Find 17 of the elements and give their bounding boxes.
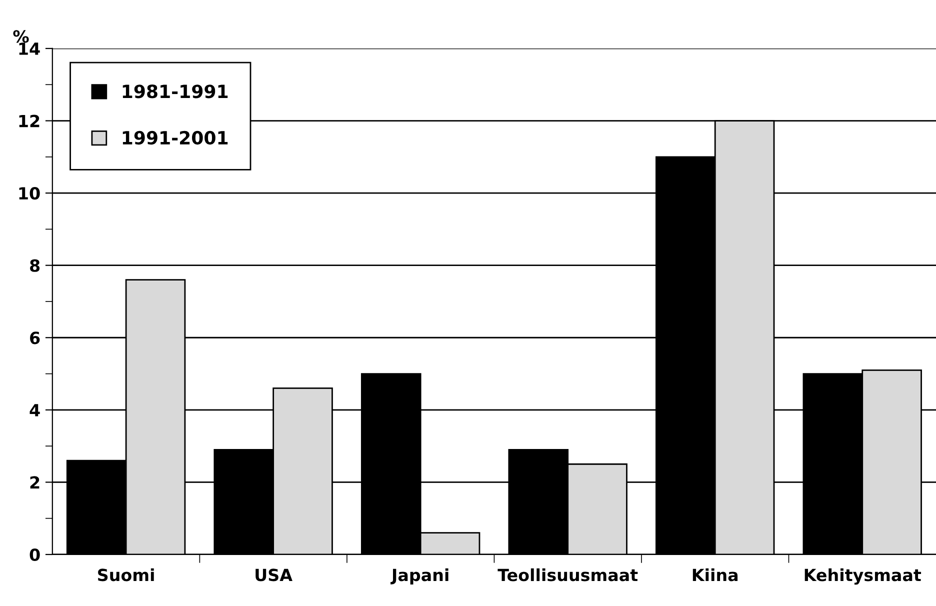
y-tick-label: 0 [30,548,40,562]
y-tick-label: 10 [19,187,40,200]
y-tick-label: 8 [30,259,40,272]
y-tick-label: 14 [19,42,40,55]
y-tick-label: 4 [30,404,40,416]
legend-label: 1991-2001 [122,130,228,145]
y-axis-title: % [13,30,29,43]
y-tick-label: 6 [30,332,40,344]
legend-label: 1981-1991 [122,84,228,98]
y-tick-label: 2 [30,476,40,489]
x-tick-label: Teollisuusmaat [498,568,638,582]
x-tick-label: Kehitysmaat [804,568,922,585]
x-tick-label: Japani [390,568,448,585]
x-tick-label: Suomi [98,568,154,582]
y-tick-label: 12 [19,114,40,128]
x-tick-label: USA [256,568,292,582]
x-tick-label: Kiina [692,568,738,582]
